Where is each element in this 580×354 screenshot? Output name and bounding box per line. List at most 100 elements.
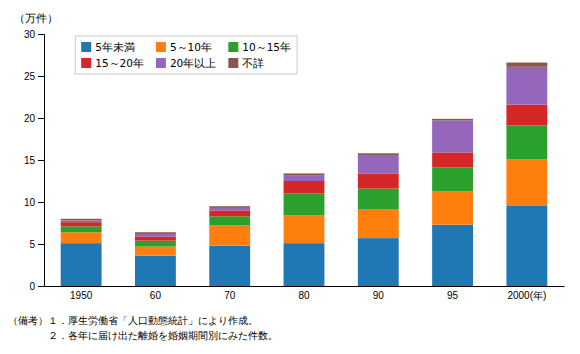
x-tick-label: 60 [150,290,162,301]
bar [135,256,176,286]
y-tick-label: 25 [24,71,36,82]
bar [432,191,473,225]
bar-series [61,205,548,286]
bar [135,234,176,237]
bar-series [61,63,548,234]
x-tick-label: 90 [373,290,385,301]
legend-swatch [156,42,166,52]
legend-label: 不詳 [242,57,264,69]
legend-label: 5年未満 [95,41,135,53]
y-tick-mark [38,160,44,161]
bar [284,215,325,243]
bar [209,206,250,208]
legend-box [75,36,297,74]
bar [135,232,176,234]
note: （備考）１．厚生労働省「人口動態統計」により作成。 [8,315,258,326]
bar [209,208,250,211]
x-tick: 80 [298,290,310,301]
bar [358,238,399,286]
legend-label: 20年以上 [170,57,216,69]
bar [135,247,176,256]
bars [61,63,548,286]
y-tick-mark [38,202,44,203]
bar [506,205,547,286]
x-tick: 60 [150,290,162,301]
x-tick-label: 70 [224,290,236,301]
bar [358,210,399,239]
plot: 0 5 10 15 20 25 30 1950 60 70 80 90 95 2000(年) 5年未満 5～1… [24,29,565,301]
y-tick: 0 [29,281,44,292]
y-tick: 10 [24,197,44,208]
x-tick: 1950 [70,290,93,301]
bar [506,105,547,126]
y-tick-mark [38,286,44,287]
note: ２．各年に届け出た離婚を婚姻期間別にみた件数。 [8,330,278,341]
bar [135,241,176,247]
bar [61,222,102,226]
legend-item: 5年未満 [81,41,135,53]
x-tick-label: 2000(年) [507,290,546,301]
bar-series [61,126,548,247]
y-axis-label: （万件） [14,12,58,25]
bar [432,168,473,192]
legend-label: 5～10年 [170,41,212,53]
legend-item: 不詳 [228,57,264,69]
bar [61,226,102,232]
x-tick: 90 [373,290,385,301]
y-tick-label: 5 [29,239,35,250]
y-tick: 30 [24,29,44,40]
bar [284,175,325,181]
legend-swatch [81,42,91,52]
bar [506,126,547,160]
bar [209,226,250,246]
legend-label: 15～20年 [95,57,144,69]
bar-series [61,67,548,237]
chart: 0 5 10 15 20 25 30 1950 60 70 80 90 95 2000(年) 5年未満 5～1… [0,0,580,354]
y-tick: 15 [24,155,44,166]
bar [284,181,325,194]
bar [135,236,176,240]
bar [284,173,325,175]
bar [61,220,102,222]
bar [506,63,547,67]
bar [61,219,102,221]
x-tick-label: 95 [447,290,459,301]
y-tick-label: 20 [24,113,36,124]
bar [209,216,250,225]
bar-series [61,159,548,256]
legend-swatch [156,58,166,68]
y-tick-label: 10 [24,197,36,208]
bar [209,246,250,286]
y-tick-mark [38,244,44,245]
x-tick-label: 1950 [70,290,93,301]
x-axis: 1950 60 70 80 90 95 2000(年) [45,287,565,302]
y-tick: 20 [24,113,44,124]
bar [432,121,473,153]
bar-series [61,105,548,241]
bar [506,67,547,105]
y-tick-mark [38,34,44,35]
bar [432,119,473,121]
legend-swatch [81,58,91,68]
y-tick-mark [38,76,44,77]
legend: 5年未満 5～10年 10～15年 15～20年 20年以上 不詳 [75,36,297,74]
y-axis: 0 5 10 15 20 25 30 [24,29,45,292]
legend-label: 10～15年 [242,41,291,53]
y-tick-label: 15 [24,155,36,166]
bar [358,189,399,210]
legend-swatch [228,58,238,68]
y-axis-line [38,35,45,287]
bar [358,173,399,188]
bar [506,159,547,205]
x-tick: 70 [224,290,236,301]
legend-item: 20年以上 [156,57,216,69]
x-tick-label: 80 [298,290,310,301]
legend-item: 15～20年 [81,57,144,69]
bar [432,152,473,167]
y-tick: 5 [29,239,44,250]
x-axis-line [45,286,565,287]
y-tick-mark [38,118,44,119]
bar [284,243,325,286]
notes: （備考）１．厚生労働省「人口動態統計」により作成。 ２．各年に届け出た離婚を婚姻… [8,315,278,341]
legend-swatch [228,42,238,52]
